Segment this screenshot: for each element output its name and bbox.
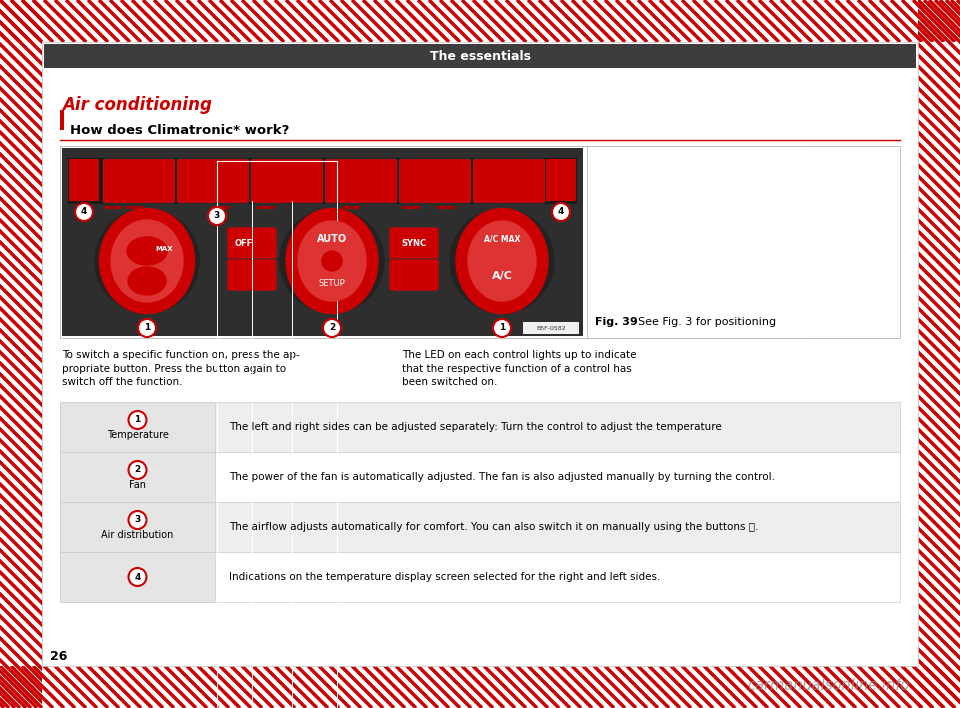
- Text: AUTO: AUTO: [317, 234, 348, 244]
- FancyBboxPatch shape: [389, 259, 439, 291]
- Text: Fig. 39: Fig. 39: [595, 317, 637, 327]
- Ellipse shape: [298, 221, 366, 301]
- Circle shape: [323, 319, 341, 337]
- Text: A/C MAX: A/C MAX: [484, 234, 520, 244]
- Text: 1: 1: [134, 416, 140, 425]
- Ellipse shape: [468, 221, 536, 301]
- FancyBboxPatch shape: [325, 159, 397, 203]
- Bar: [60, 402, 215, 452]
- Circle shape: [208, 207, 226, 225]
- Ellipse shape: [127, 237, 167, 265]
- Bar: [104, 206, 122, 209]
- Bar: [342, 206, 360, 209]
- Ellipse shape: [456, 208, 548, 314]
- Circle shape: [129, 411, 147, 429]
- Text: 4: 4: [81, 207, 87, 217]
- Bar: [0, 42, 42, 666]
- Text: Air distribution: Air distribution: [102, 530, 174, 540]
- Bar: [60, 502, 900, 552]
- Text: How does Climatronic* work?: How does Climatronic* work?: [70, 124, 289, 137]
- Bar: [0, 0, 960, 42]
- Text: propriate button. Press the button again to: propriate button. Press the button again…: [62, 363, 286, 374]
- Circle shape: [493, 319, 511, 337]
- Text: To switch a specific function on, press the ap-: To switch a specific function on, press …: [62, 350, 300, 360]
- Text: been switched on.: been switched on.: [402, 377, 497, 387]
- Text: OFF: OFF: [235, 239, 253, 248]
- Bar: [60, 452, 215, 502]
- Bar: [60, 552, 900, 602]
- Bar: [60, 552, 215, 602]
- Ellipse shape: [100, 208, 195, 314]
- Circle shape: [552, 203, 570, 221]
- FancyBboxPatch shape: [399, 159, 471, 203]
- Bar: [0, 666, 960, 708]
- FancyBboxPatch shape: [251, 159, 323, 203]
- Text: The essentials: The essentials: [429, 50, 531, 62]
- Bar: [212, 206, 230, 209]
- Bar: [60, 502, 215, 552]
- Bar: [60, 402, 900, 452]
- Bar: [60, 452, 900, 502]
- Bar: [42, 42, 918, 666]
- FancyBboxPatch shape: [389, 227, 439, 259]
- Text: The power of the fan is automatically adjusted. The fan is also adjusted manuall: The power of the fan is automatically ad…: [229, 472, 775, 482]
- Text: switch off the function.: switch off the function.: [62, 377, 182, 387]
- FancyBboxPatch shape: [546, 159, 576, 201]
- Bar: [918, 42, 960, 666]
- FancyBboxPatch shape: [227, 259, 277, 291]
- Bar: [523, 322, 579, 334]
- Bar: [60, 146, 805, 338]
- FancyBboxPatch shape: [103, 159, 175, 203]
- Circle shape: [129, 511, 147, 529]
- Text: 3: 3: [134, 515, 140, 525]
- Bar: [402, 206, 420, 209]
- Text: Indications on the temperature display screen selected for the right and left si: Indications on the temperature display s…: [229, 572, 660, 582]
- Ellipse shape: [111, 220, 183, 302]
- Text: Temperature: Temperature: [107, 430, 168, 440]
- Ellipse shape: [286, 208, 378, 314]
- Text: 3: 3: [214, 212, 220, 220]
- Circle shape: [450, 209, 554, 313]
- Text: Fan: Fan: [129, 480, 146, 490]
- Text: The left and right sides can be adjusted separately: Turn the control to adjust : The left and right sides can be adjusted…: [229, 422, 722, 432]
- Text: 2: 2: [134, 465, 140, 474]
- Text: 4: 4: [134, 573, 141, 581]
- Text: B5F-0582: B5F-0582: [537, 326, 565, 331]
- Bar: [587, 146, 900, 338]
- Text: 26: 26: [50, 649, 67, 663]
- Text: See Fig. 3 for positioning: See Fig. 3 for positioning: [631, 317, 776, 327]
- Circle shape: [75, 203, 93, 221]
- Circle shape: [322, 251, 342, 271]
- Text: 1: 1: [499, 324, 505, 333]
- Text: The LED on each control lights up to indicate: The LED on each control lights up to ind…: [402, 350, 636, 360]
- Bar: [62, 148, 583, 336]
- Bar: [68, 158, 577, 204]
- Ellipse shape: [128, 267, 166, 295]
- Text: 4: 4: [558, 207, 564, 217]
- Text: SETUP: SETUP: [319, 278, 346, 287]
- Text: The airflow adjusts automatically for comfort. You can also switch it on manuall: The airflow adjusts automatically for co…: [229, 522, 758, 532]
- Text: MAX: MAX: [155, 246, 173, 252]
- Text: Air conditioning: Air conditioning: [62, 96, 212, 114]
- Circle shape: [138, 319, 156, 337]
- FancyBboxPatch shape: [177, 159, 249, 203]
- Text: 2: 2: [329, 324, 335, 333]
- Bar: [257, 206, 275, 209]
- Text: carmanualsonline.info: carmanualsonline.info: [748, 678, 910, 694]
- Bar: [437, 206, 455, 209]
- Bar: [126, 206, 144, 209]
- FancyBboxPatch shape: [473, 159, 545, 203]
- Bar: [60, 110, 64, 130]
- FancyBboxPatch shape: [69, 159, 99, 201]
- Text: 1: 1: [144, 324, 150, 333]
- Text: SYNC: SYNC: [401, 239, 426, 248]
- Circle shape: [280, 209, 384, 313]
- FancyBboxPatch shape: [227, 227, 277, 259]
- Text: that the respective function of a control has: that the respective function of a contro…: [402, 363, 632, 374]
- Circle shape: [129, 568, 147, 586]
- Circle shape: [95, 209, 199, 313]
- Text: A/C: A/C: [492, 271, 513, 281]
- Bar: [44, 44, 916, 68]
- Circle shape: [129, 461, 147, 479]
